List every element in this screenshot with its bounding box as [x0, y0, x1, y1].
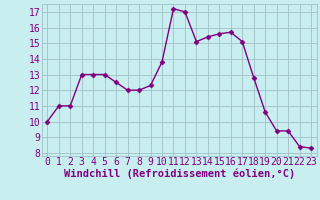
X-axis label: Windchill (Refroidissement éolien,°C): Windchill (Refroidissement éolien,°C) [64, 169, 295, 179]
